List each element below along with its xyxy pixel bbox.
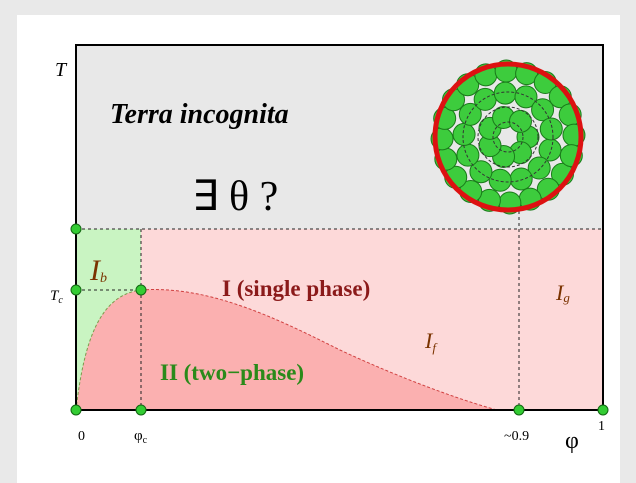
terra-label: Terra incognita: [110, 99, 289, 130]
sphere: [474, 88, 496, 110]
point: [514, 405, 524, 415]
ig-sub: g: [563, 290, 570, 305]
sphere: [540, 118, 562, 140]
phi-c-sub: c: [143, 435, 148, 446]
point: [598, 405, 608, 415]
glass-label: ~0.9: [504, 429, 529, 444]
x-end-label: 1: [598, 419, 605, 434]
ib-sub: b: [100, 271, 107, 286]
sphere: [489, 169, 511, 191]
sphere: [510, 168, 532, 190]
sphere: [457, 144, 479, 166]
two-phase-label: II (two−phase): [160, 360, 304, 385]
diagram: T Tc 0 φc ~0.9 φ 1 Terra incognita ∃ θ ?…: [0, 0, 636, 483]
point: [71, 285, 81, 295]
point: [136, 405, 146, 415]
point: [71, 224, 81, 234]
question-label: ∃ θ ?: [192, 174, 278, 220]
x-origin-label: 0: [78, 429, 85, 444]
phi-c-main: φ: [134, 428, 143, 444]
x-axis-label: φ: [565, 428, 579, 454]
y-axis-label: T: [55, 59, 68, 81]
tc-sub: c: [58, 295, 63, 306]
single-phase-label: I (single phase): [222, 276, 370, 301]
point: [71, 405, 81, 415]
point: [136, 285, 146, 295]
